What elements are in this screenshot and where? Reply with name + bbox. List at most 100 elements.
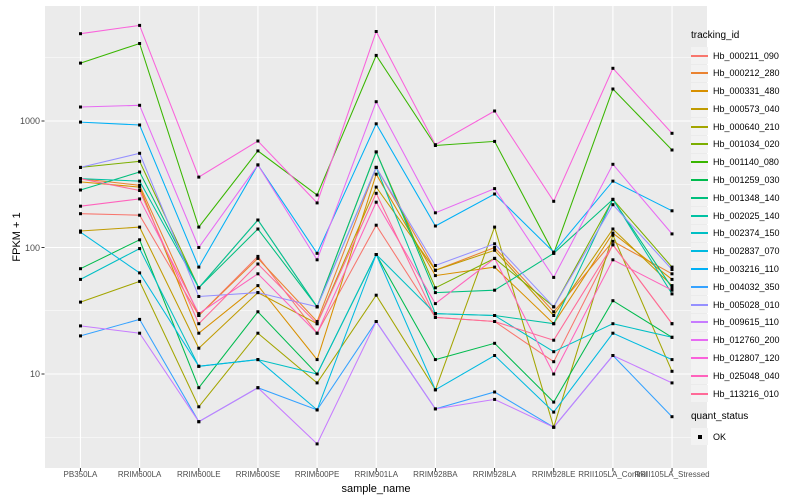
data-point (670, 381, 674, 385)
data-point (611, 203, 615, 207)
data-point (493, 187, 497, 191)
data-point (79, 177, 82, 181)
legend-item-label: Hb_003216_110 (713, 264, 779, 275)
legend-line-swatch-icon (691, 374, 708, 377)
data-point (138, 271, 142, 275)
data-point (79, 120, 82, 124)
legend-key (691, 189, 708, 207)
data-point (256, 331, 260, 335)
legend-item-label: Hb_005028_010 (713, 299, 780, 310)
x-tick-label: RRIM928LA (472, 470, 517, 479)
data-point (197, 314, 201, 317)
data-point (197, 331, 201, 335)
data-point (670, 272, 674, 276)
data-point (374, 253, 378, 256)
data-point (374, 122, 378, 126)
legend-item-label: Hb_009615_110 (713, 317, 779, 328)
data-point (256, 272, 260, 276)
legend-item-label: Hb_000212_280 (713, 68, 780, 79)
data-point (374, 150, 378, 154)
data-point (197, 286, 201, 290)
legend-key (691, 135, 708, 153)
data-point (611, 243, 615, 247)
data-point (197, 265, 201, 269)
data-point (611, 87, 615, 91)
data-point (433, 388, 437, 392)
legend-item: Hb_000331_480 (691, 82, 799, 100)
legend-item: Hb_000211_090 (691, 47, 799, 64)
data-point (493, 109, 497, 113)
legend-item: Hb_002837_070 (691, 242, 799, 260)
data-point (670, 335, 674, 339)
legend: tracking_id Hb_000211_090 Hb_000212_280 Hb… (691, 30, 799, 446)
legend-key (691, 82, 708, 100)
data-point (670, 148, 674, 152)
data-point (138, 213, 142, 217)
legend-item: Hb_001259_030 (691, 171, 799, 189)
legend-item-label: Hb_004032_350 (713, 281, 780, 292)
legend-line-swatch-icon (691, 357, 708, 360)
legend-line-swatch-icon (691, 285, 708, 288)
data-point (256, 358, 260, 362)
data-point (611, 331, 615, 335)
legend-item: Hb_003216_110 (691, 260, 799, 278)
data-point (611, 239, 615, 243)
legend-item: Hb_004032_350 (691, 278, 799, 296)
data-point (433, 315, 437, 319)
data-point (138, 159, 142, 163)
x-tick-label: PB350LA (63, 470, 98, 479)
data-point (315, 193, 319, 197)
data-point (552, 322, 556, 326)
legend-item: Hb_002025_140 (691, 207, 799, 225)
data-point (493, 314, 497, 317)
data-point (433, 268, 437, 272)
legend-item: Hb_012760_200 (691, 331, 799, 349)
legend-line-swatch-icon (691, 214, 708, 217)
legend-key (691, 331, 708, 349)
legend-line-swatch-icon (691, 392, 708, 395)
data-point (138, 279, 142, 283)
data-point (433, 407, 437, 411)
data-point (79, 188, 82, 192)
x-axis-title: sample_name (341, 483, 411, 495)
data-point (552, 275, 556, 279)
data-point (197, 225, 201, 229)
x-tick-label: RRII105LA_Control (578, 470, 648, 479)
data-point (552, 350, 556, 354)
legend-item: Hb_002374_150 (691, 224, 799, 242)
legend-item-label: Hb_001140_080 (713, 157, 779, 168)
data-point (493, 341, 497, 345)
legend-line-swatch-icon (691, 339, 708, 342)
data-point (552, 425, 556, 429)
data-point (138, 179, 142, 183)
data-point (493, 192, 497, 196)
legend-line-swatch-icon (691, 196, 708, 199)
data-point (79, 105, 82, 109)
data-point (493, 320, 497, 323)
data-point (315, 331, 319, 335)
legend-key (691, 47, 708, 64)
data-point (433, 224, 437, 228)
data-point (79, 230, 82, 234)
x-tick-label: RRIM600LE (176, 470, 221, 479)
legend-line-swatch-icon (691, 107, 708, 110)
legend-item: Hb_025048_040 (691, 367, 799, 385)
legend-line-swatch-icon (691, 250, 708, 253)
data-point (374, 30, 378, 33)
data-point (433, 302, 437, 306)
data-point (79, 61, 82, 65)
x-tick-label: RRIM600PE (294, 470, 340, 479)
data-point (670, 292, 674, 296)
legend-item-label: Hb_001034_020 (713, 139, 780, 150)
data-point (611, 66, 615, 70)
data-point (256, 284, 260, 288)
legend-item: Hb_012807_120 (691, 349, 799, 367)
x-tick-label: RRIM600SE (235, 470, 281, 479)
legend-line-swatch-icon (691, 161, 708, 164)
data-point (79, 180, 82, 184)
legend-key (691, 224, 708, 242)
data-point (138, 123, 142, 127)
data-point (138, 42, 142, 45)
data-point (670, 268, 674, 271)
